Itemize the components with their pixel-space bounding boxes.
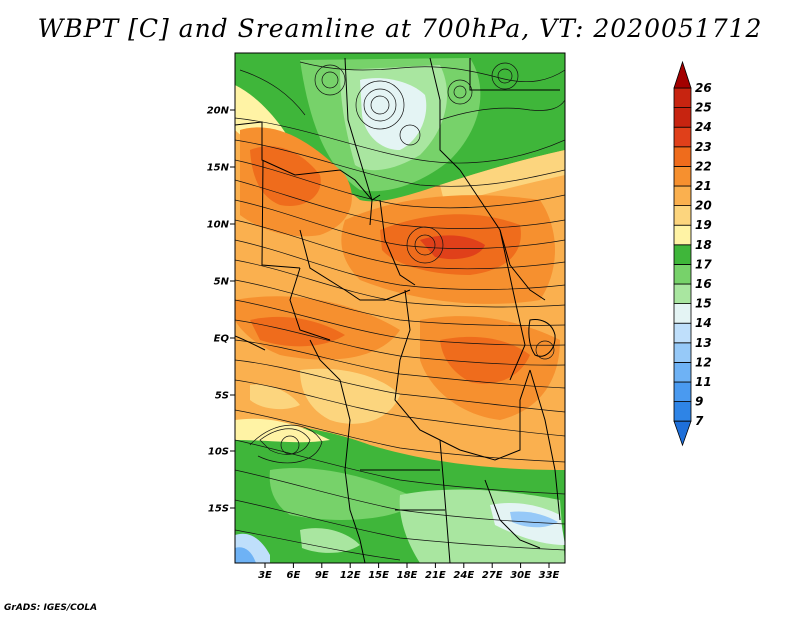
lat-label: 5S [215,391,229,402]
colorbar-bin [673,165,692,187]
colorbar-label: 15 [695,297,712,311]
colorbar-bin [673,401,692,422]
colorbar-label: 24 [695,120,712,134]
lat-label: 10S [208,447,229,458]
colorbar-label: 22 [695,159,712,173]
wbpt-shading [235,53,565,563]
lat-label: 5N [214,277,230,288]
colorbar-bin [673,361,692,383]
lat-label: EQ [214,334,230,345]
lon-label: 24E [453,570,474,581]
colorbar-bin [673,87,692,109]
lon-label: 21E [425,570,446,581]
lat-label: 10N [207,220,230,231]
lon-label: 3E [258,570,272,581]
colorbar-bin [673,283,692,305]
colorbar-bin [673,107,692,128]
colorbar-label: 9 [695,395,703,409]
colorbar-label: 13 [695,336,712,350]
lon-label: 30E [510,570,531,581]
lon-label: 15E [368,570,389,581]
lat-label: 15S [208,504,229,515]
lon-label: 9E [315,570,329,581]
colorbar-bin [673,263,692,285]
colorbar-bin [673,185,692,207]
colorbar-label: 16 [695,277,712,291]
colorbar-label: 26 [695,81,712,95]
colorbar-label: 20 [695,199,712,213]
latitude-axis: 20N 15N 10N 5N EQ 5S 10S 15S [207,106,235,515]
colorbar-bin [673,244,692,265]
colorbar-bin [673,303,692,324]
colorbar-bin [673,224,692,246]
map-frame [234,52,566,564]
colorbar-top-triangle [673,60,692,89]
lon-label: 6E [287,570,301,581]
lon-label: 27E [482,570,503,581]
lon-label: 18E [397,570,418,581]
longitude-axis: 3E 6E 9E 12E 15E 18E 21E 24E 27E 30E 33E [258,563,560,581]
country-borders [235,57,561,563]
colorbar-label: 18 [695,238,712,252]
streamlines [235,61,565,561]
colorbar-label: 23 [695,140,712,154]
grads-credit: GrADS: IGES/COLA [4,603,98,613]
chart-title: WBPT [C] and Sreamline at 700hPa, VT: 20… [37,14,763,43]
colorbar-label: 7 [695,414,704,428]
colorbar-bin [673,126,692,148]
colorbar-bin [673,205,692,226]
colorbar-label: 21 [695,179,712,193]
lat-label: 15N [207,163,230,174]
lon-label: 12E [340,570,361,581]
colorbar-label: 17 [695,257,712,271]
lon-label: 33E [539,570,560,581]
colorbar-bin [673,146,692,167]
colorbar-bin [673,322,692,344]
colorbar-bottom-triangle [673,420,692,447]
colorbar: 7 9 11 12 13 14 15 16 17 18 19 20 21 22 23 24 25 26 [673,60,712,447]
colorbar-label: 25 [695,101,712,115]
lat-label: 20N [207,106,230,117]
colorbar-bin [673,381,692,403]
colorbar-label: 19 [695,218,712,232]
colorbar-label: 12 [695,355,712,369]
colorbar-bin [673,342,692,363]
colorbar-label: 11 [695,375,712,389]
colorbar-label: 14 [695,316,712,330]
